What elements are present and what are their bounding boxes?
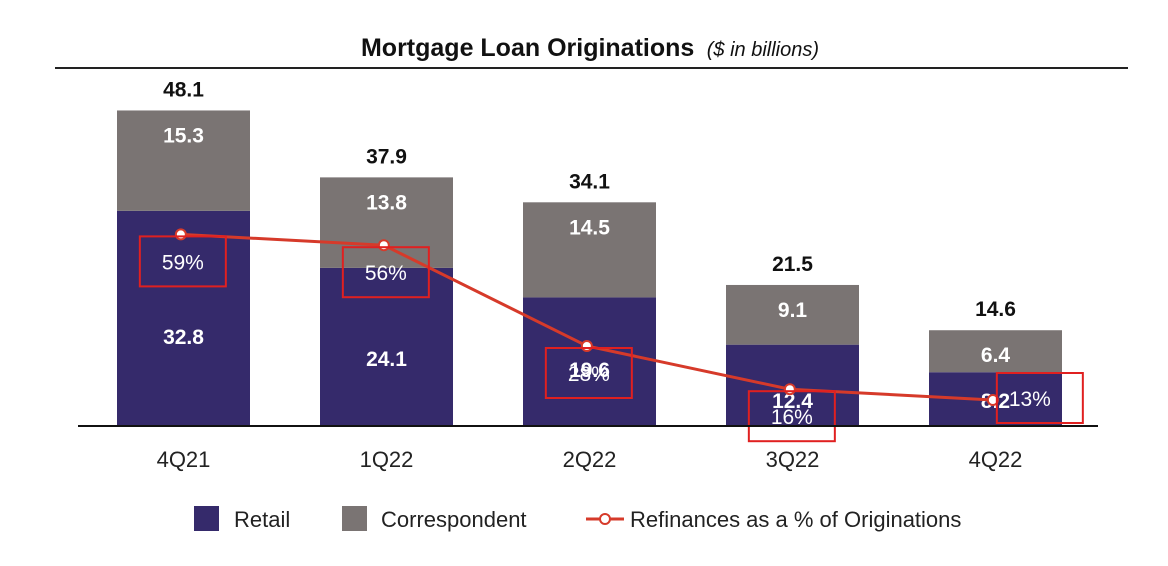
category-label-group: 4Q21 1Q22 2Q22 3Q22 4Q22	[157, 447, 1023, 472]
chart-title: Mortgage Loan Originations ($ in billion…	[361, 34, 819, 62]
label-retail-1Q22: 24.1	[366, 348, 407, 371]
bar-correspondent-4Q21	[117, 110, 250, 211]
x-tick-4Q22: 4Q22	[969, 447, 1023, 472]
x-tick-4Q21: 4Q21	[157, 447, 211, 472]
bar-correspondent-2Q22	[523, 202, 656, 298]
bar-group: 32.8 15.3 48.1 24.1 13.8 37.9 19.6 14.5 34.1 12.4…	[117, 78, 1062, 426]
label-total-4Q22: 14.6	[975, 298, 1016, 321]
chart-title-main: Mortgage Loan Originations	[361, 34, 694, 62]
legend-marker-refinance	[599, 513, 611, 525]
refinance-label-2Q22: 28%	[568, 363, 610, 386]
label-correspondent-1Q22: 13.8	[366, 191, 407, 214]
label-correspondent-2Q22: 14.5	[569, 216, 610, 239]
refinance-label-box-2Q22	[544, 347, 633, 399]
chart-title-unit: ($ in billions)	[707, 39, 819, 61]
legend: Retail Correspondent Refinances as a % o…	[194, 506, 961, 532]
label-total-2Q22: 34.1	[569, 170, 610, 193]
label-total-3Q22: 21.5	[772, 253, 813, 276]
refinance-label-4Q22: 13%	[1009, 388, 1051, 411]
legend-swatch-retail	[194, 506, 219, 531]
bar-correspondent-4Q22	[929, 330, 1062, 373]
label-total-1Q22: 37.9	[366, 145, 407, 168]
label-retail-2Q22: 19.6	[569, 359, 610, 382]
refinance-label-box-3Q22	[747, 390, 836, 443]
legend-label-retail: Retail	[234, 507, 290, 532]
refinance-label-4Q21: 59%	[162, 251, 204, 274]
label-retail-4Q21: 32.8	[163, 326, 204, 349]
bar-correspondent-3Q22	[726, 284, 859, 345]
refinance-point-4Q21	[174, 228, 187, 241]
x-tick-2Q22: 2Q22	[563, 447, 617, 472]
x-tick-3Q22: 3Q22	[766, 447, 820, 472]
refinance-point-3Q22	[783, 383, 796, 396]
legend-label-correspondent: Correspondent	[381, 507, 527, 532]
refinance-label-box-4Q22	[995, 372, 1084, 424]
refinance-label-box-4Q21	[138, 235, 227, 288]
refinance-point-2Q22	[580, 340, 593, 352]
label-retail-3Q22: 12.4	[772, 390, 813, 413]
bar-retail-4Q21	[117, 210, 250, 426]
label-total-4Q21: 48.1	[163, 78, 204, 101]
x-tick-1Q22: 1Q22	[360, 447, 414, 472]
refinance-line-group: 59% 56% 28% 16% 13%	[138, 228, 1084, 443]
legend-label-refinance: Refinances as a % of Originations	[630, 507, 961, 532]
legend-swatch-correspondent	[342, 506, 367, 531]
label-correspondent-4Q22: 6.4	[981, 344, 1011, 367]
label-correspondent-3Q22: 9.1	[778, 299, 808, 322]
refinance-label-box-1Q22	[341, 246, 430, 299]
refinance-point-1Q22	[377, 239, 390, 252]
refinance-label-3Q22: 16%	[771, 406, 813, 429]
label-correspondent-4Q21: 15.3	[163, 124, 204, 147]
refinance-label-1Q22: 56%	[365, 262, 407, 285]
